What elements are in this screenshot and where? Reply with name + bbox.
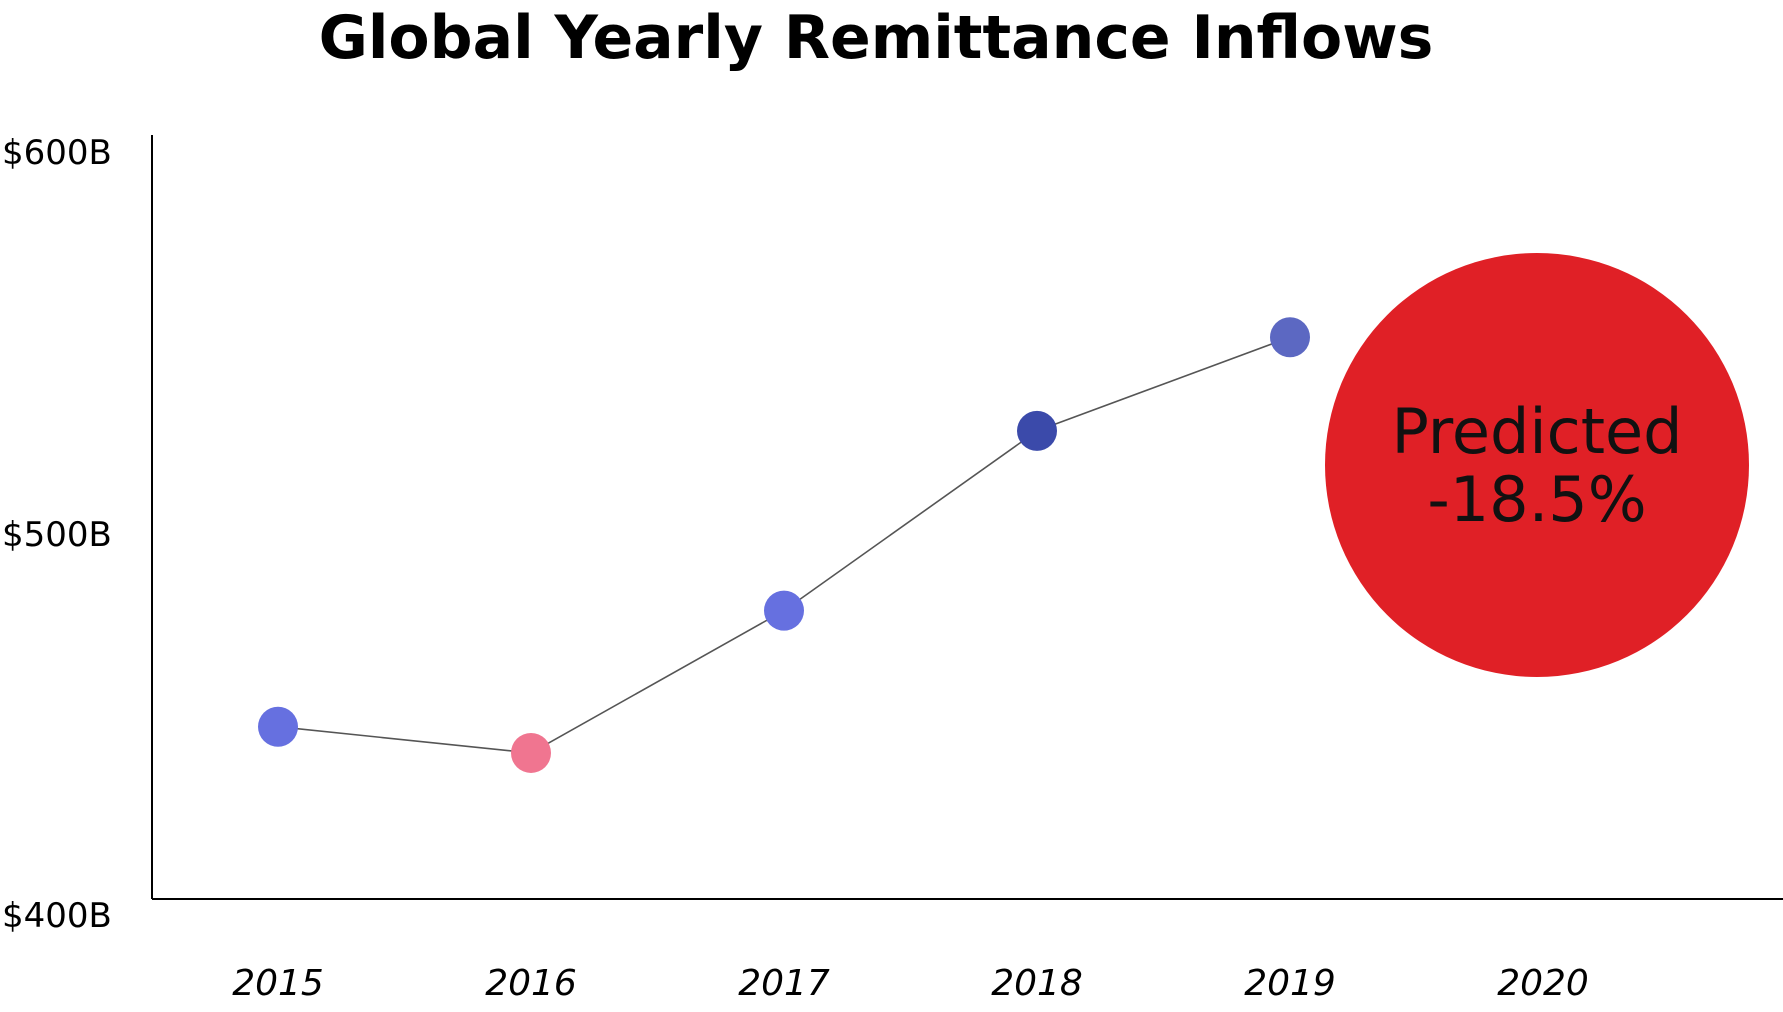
x-tick-label-2016: 2016 bbox=[485, 963, 577, 1004]
x-tick-label-2020: 2020 bbox=[1497, 963, 1589, 1004]
series-line-segment bbox=[783, 430, 1038, 612]
prediction-label: Predicted bbox=[1391, 395, 1682, 468]
y-tick-label-600: $600B bbox=[2, 133, 112, 173]
data-point-2019 bbox=[1270, 317, 1310, 358]
series-line-group bbox=[277, 336, 1291, 754]
prediction-bubble bbox=[1325, 253, 1749, 677]
series-line-segment bbox=[277, 725, 532, 754]
series-line-segment bbox=[1036, 336, 1291, 432]
chart-title: Global Yearly Remittance Inflows bbox=[319, 3, 1434, 73]
y-tick-label-400: $400B bbox=[2, 896, 112, 936]
data-point-2018 bbox=[1017, 410, 1057, 451]
series-line-segment bbox=[530, 609, 785, 754]
x-tick-label-2015: 2015 bbox=[232, 963, 324, 1004]
data-point-2016 bbox=[511, 732, 551, 773]
data-points bbox=[258, 317, 1310, 773]
prediction-callout: Predicted -18.5% bbox=[1325, 253, 1749, 677]
x-tick-labels: 2015 2016 2017 2018 2019 2020 bbox=[232, 963, 1589, 1004]
x-tick-label-2019: 2019 bbox=[1244, 963, 1336, 1004]
prediction-value: -18.5% bbox=[1427, 463, 1646, 536]
y-tick-label-500: $500B bbox=[2, 515, 112, 555]
data-point-2017 bbox=[764, 590, 804, 631]
x-tick-label-2018: 2018 bbox=[991, 963, 1083, 1004]
x-tick-label-2017: 2017 bbox=[738, 963, 830, 1004]
data-point-2015 bbox=[258, 706, 298, 747]
